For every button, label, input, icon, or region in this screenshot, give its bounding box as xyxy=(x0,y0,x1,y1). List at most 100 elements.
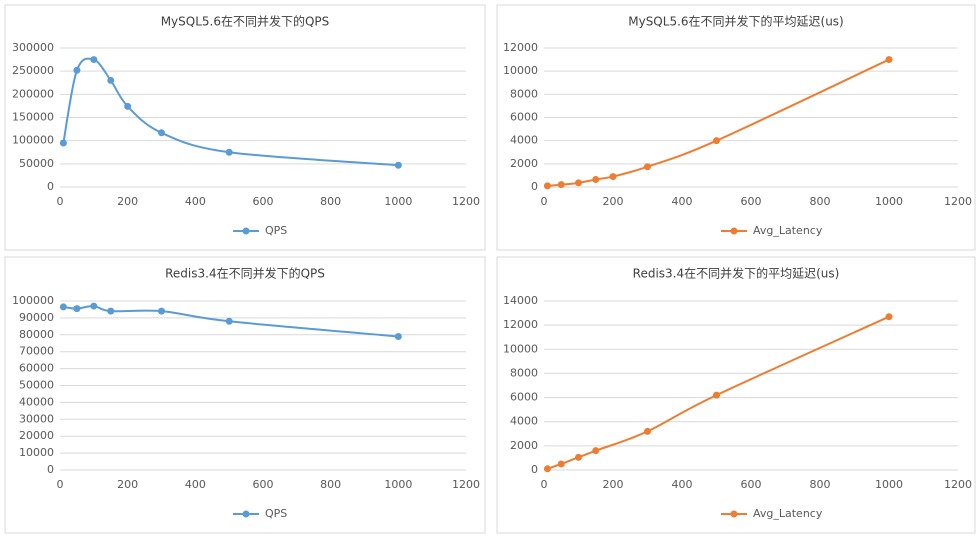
series-line xyxy=(62,57,399,167)
legend-marker xyxy=(730,227,738,235)
data-point xyxy=(644,163,651,171)
data-point xyxy=(885,313,893,321)
y-tick-label: 2000 xyxy=(510,439,538,452)
data-point xyxy=(107,307,115,315)
y-tick-label: 6000 xyxy=(510,391,538,404)
legend-label: QPS xyxy=(265,507,287,520)
chart-title: MySQL5.6在不同并发下的平均延迟(us) xyxy=(628,14,844,29)
x-tick-label: 200 xyxy=(117,478,138,491)
x-tick-label: 600 xyxy=(253,195,274,208)
y-tick-label: 12000 xyxy=(503,318,538,331)
x-tick-label: 200 xyxy=(603,195,624,208)
data-point xyxy=(90,302,98,310)
y-tick-label: 0 xyxy=(531,463,538,476)
data-point xyxy=(90,56,98,64)
x-tick-label: 600 xyxy=(741,478,762,491)
data-point xyxy=(73,66,81,74)
x-tick-label: 1000 xyxy=(384,478,412,491)
x-tick-label: 400 xyxy=(185,195,206,208)
data-point xyxy=(592,175,600,183)
legend-marker xyxy=(242,510,250,518)
x-tick-label: 200 xyxy=(117,195,138,208)
y-tick-label: 8000 xyxy=(510,87,538,100)
legend-label: Avg_Latency xyxy=(753,224,823,237)
chart-panel: Redis3.4在不同并发下的QPS 0 10000 20000 30000 40000 5… xyxy=(4,256,486,534)
x-tick-label: 1200 xyxy=(944,478,972,491)
data-point xyxy=(73,305,81,313)
x-tick-label: 600 xyxy=(741,195,762,208)
x-tick-label: 600 xyxy=(253,478,274,491)
data-point xyxy=(557,460,565,468)
y-tick-label: 250000 xyxy=(12,64,54,77)
data-point xyxy=(59,139,67,147)
x-tick-label: 800 xyxy=(810,478,831,491)
chart-title: Redis3.4在不同并发下的平均延迟(us) xyxy=(633,266,840,281)
y-tick-label: 100000 xyxy=(12,134,54,147)
panel-border xyxy=(496,256,976,534)
y-tick-label: 80000 xyxy=(19,328,54,341)
y-tick-label: 4000 xyxy=(510,134,538,147)
y-tick-label: 150000 xyxy=(12,111,54,124)
y-tick-label: 2000 xyxy=(510,157,538,170)
y-tick-label: 0 xyxy=(47,463,54,476)
chart-title: MySQL5.6在不同并发下的QPS xyxy=(161,14,330,29)
y-tick-label: 30000 xyxy=(19,412,54,425)
data-point xyxy=(592,447,600,455)
data-point xyxy=(158,307,165,315)
x-tick-label: 1000 xyxy=(875,195,903,208)
y-tick-label: 50000 xyxy=(19,379,54,392)
x-tick-label: 1200 xyxy=(944,195,972,208)
data-point xyxy=(575,453,582,461)
x-tick-label: 1200 xyxy=(452,478,480,491)
y-tick-label: 14000 xyxy=(503,294,538,307)
data-point xyxy=(107,76,115,84)
data-point xyxy=(59,303,67,311)
data-point xyxy=(543,465,551,473)
x-tick-label: 1000 xyxy=(384,195,412,208)
x-tick-label: 800 xyxy=(320,195,341,208)
data-point xyxy=(557,181,565,189)
panel-border xyxy=(4,256,486,534)
y-tick-label: 0 xyxy=(47,180,54,193)
y-tick-label: 60000 xyxy=(19,362,54,375)
y-tick-label: 12000 xyxy=(503,41,538,54)
x-tick-label: 0 xyxy=(541,478,548,491)
y-tick-label: 0 xyxy=(531,180,538,193)
data-point xyxy=(394,161,402,169)
data-point xyxy=(609,173,617,181)
y-tick-label: 6000 xyxy=(510,111,538,124)
y-tick-label: 90000 xyxy=(19,311,54,324)
chart-panel: MySQL5.6在不同并发下的QPS0500001000001500002000… xyxy=(4,4,486,251)
x-tick-label: 1000 xyxy=(875,478,903,491)
data-point xyxy=(394,332,402,340)
y-tick-label: 300000 xyxy=(12,41,54,54)
x-tick-label: 0 xyxy=(57,195,64,208)
legend-label: Avg_Latency xyxy=(753,507,823,520)
x-tick-label: 800 xyxy=(810,195,831,208)
data-point xyxy=(543,182,551,190)
x-tick-label: 1200 xyxy=(452,195,480,208)
y-tick-label: 8000 xyxy=(510,366,538,379)
data-point xyxy=(713,137,720,145)
data-point xyxy=(713,391,720,399)
data-point xyxy=(158,129,165,137)
y-tick-label: 4000 xyxy=(510,415,538,428)
panel-border xyxy=(4,4,486,251)
chart-title: Redis3.4在不同并发下的QPS xyxy=(165,266,325,281)
x-tick-label: 200 xyxy=(603,478,624,491)
x-tick-label: 800 xyxy=(320,478,341,491)
legend-marker xyxy=(730,510,738,518)
x-tick-label: 0 xyxy=(541,195,548,208)
panel-border xyxy=(496,4,976,251)
y-tick-label: 10000 xyxy=(19,446,54,459)
y-tick-label: 20000 xyxy=(19,429,54,442)
y-tick-label: 70000 xyxy=(19,345,54,358)
y-tick-label: 40000 xyxy=(19,395,54,408)
chart-panel: Redis3.4在不同并发下的平均延迟(us)02000400060008000… xyxy=(496,256,976,534)
data-point xyxy=(644,427,651,435)
data-point xyxy=(575,179,582,187)
data-point xyxy=(124,102,132,110)
y-tick-label: 100000 xyxy=(12,294,54,307)
x-tick-label: 400 xyxy=(672,195,693,208)
